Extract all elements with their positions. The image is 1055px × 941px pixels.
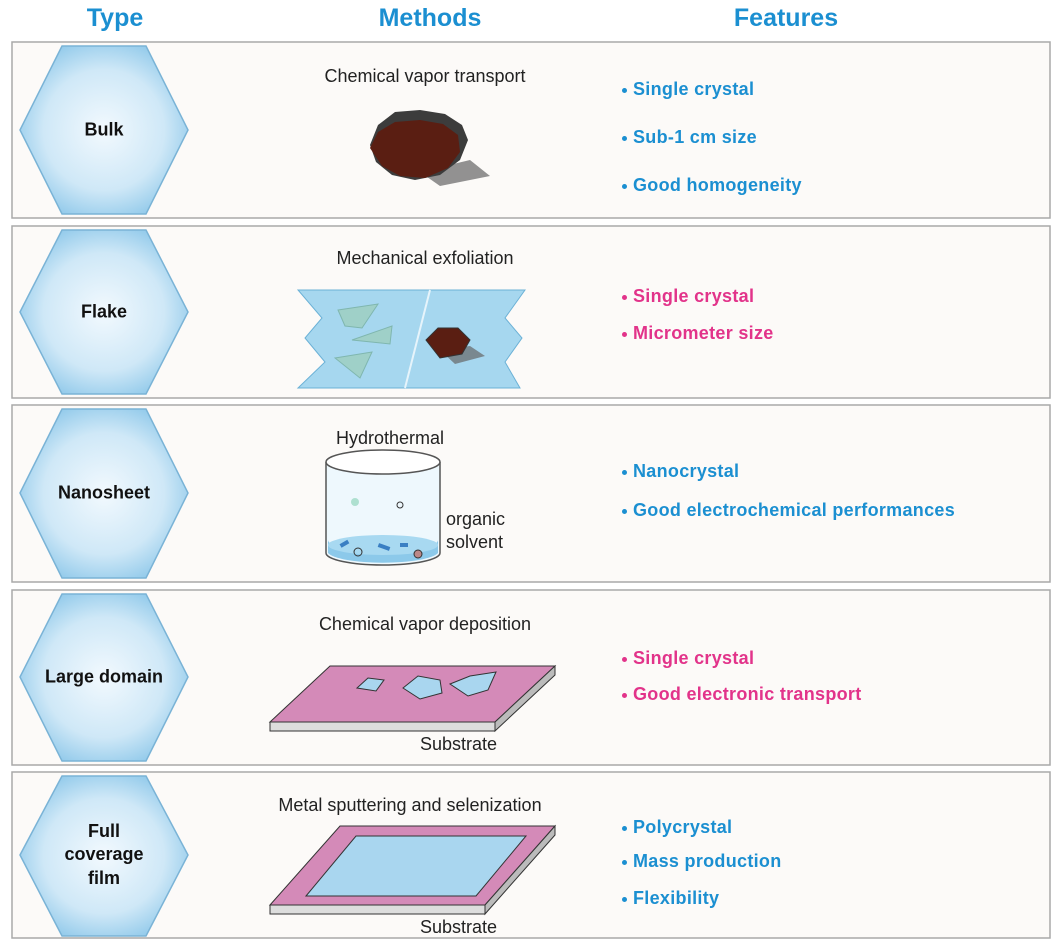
method-label: Chemical vapor deposition — [318, 614, 532, 634]
header-features: Features — [733, 4, 839, 32]
type-label: Full coverage film — [64, 820, 144, 888]
header-type: Type — [86, 4, 144, 32]
feature: Flexibility — [622, 888, 719, 909]
feature: Polycrystal — [622, 817, 732, 838]
feature: Good homogeneity — [622, 175, 802, 196]
feature: Good electrochemical performances — [622, 500, 955, 521]
type-label: Nanosheet — [57, 482, 151, 503]
crystal-illustration — [370, 110, 490, 186]
feature: Nanocrystal — [622, 461, 739, 482]
feature: Good electronic transport — [622, 684, 862, 705]
method-label: Metal sputtering and selenization — [278, 795, 542, 815]
substrate-label: Substrate — [420, 734, 498, 754]
feature: Micrometer size — [622, 323, 774, 344]
hexagon — [19, 45, 189, 215]
feature: Single crystal — [622, 648, 754, 669]
substrate-label: Substrate — [420, 917, 498, 937]
hexagon — [19, 775, 189, 937]
hexagon — [19, 229, 189, 395]
solvent-label: organic solvent — [446, 509, 506, 553]
exfoliation-illustration — [296, 289, 526, 389]
feature: Mass production — [622, 851, 782, 872]
header-methods: Methods — [378, 4, 482, 32]
type-label: Flake — [80, 301, 128, 322]
method-label: Hydrothermal — [335, 428, 445, 448]
feature: Sub-1 cm size — [622, 127, 757, 148]
film-illustration — [268, 824, 557, 916]
type-label: Large domain — [44, 666, 164, 687]
substrate-illustration — [268, 664, 557, 733]
hexagon — [19, 593, 189, 762]
beaker-illustration — [325, 449, 441, 566]
hexagon — [19, 408, 189, 579]
feature: Single crystal — [622, 286, 754, 307]
feature: Single crystal — [622, 79, 754, 100]
method-label: Mechanical exfoliation — [336, 248, 514, 268]
type-label: Bulk — [84, 119, 124, 140]
method-label: Chemical vapor transport — [324, 66, 526, 86]
